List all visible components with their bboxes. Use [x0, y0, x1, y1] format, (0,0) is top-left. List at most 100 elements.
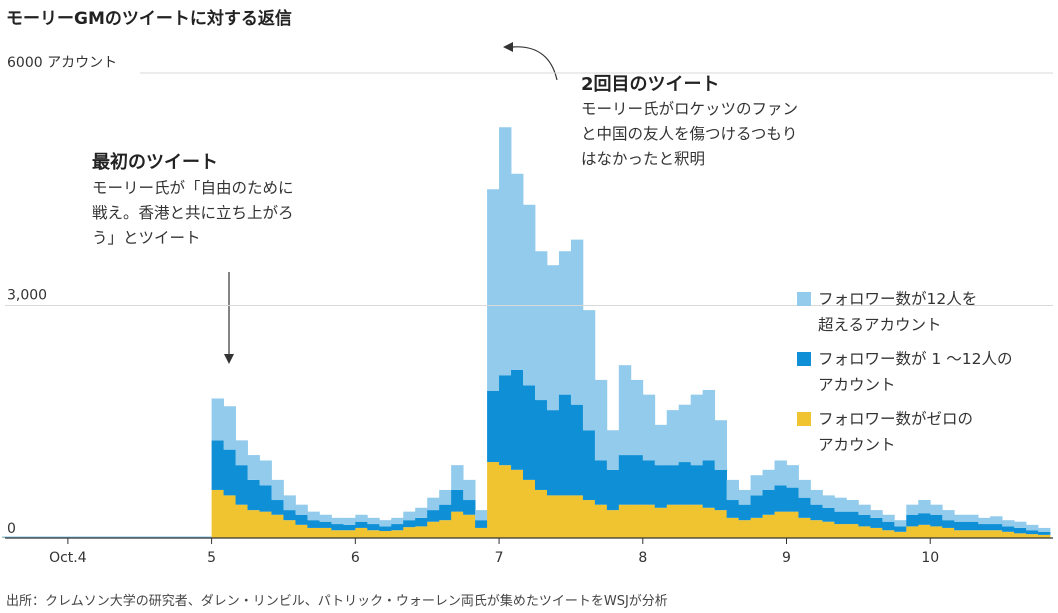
bar-segment	[750, 475, 763, 496]
bar-segment	[738, 504, 751, 521]
bar-segment	[523, 385, 536, 480]
bar-segment	[403, 520, 416, 528]
bar-segment	[726, 479, 739, 501]
bar-segment	[690, 465, 704, 505]
bar-segment	[714, 469, 728, 511]
bar-segment	[906, 526, 919, 538]
bar-segment	[618, 365, 632, 456]
bar-segment	[774, 511, 787, 538]
bar-segment	[367, 517, 380, 525]
x-tick-label: 5	[207, 550, 216, 566]
bar-segment	[606, 510, 620, 538]
bar-segment	[630, 455, 644, 505]
legend-swatch	[797, 412, 811, 426]
bar-segment	[558, 394, 572, 496]
bar-segment	[978, 517, 991, 525]
bar-segment	[463, 479, 476, 501]
source-note: 出所：クレムソン大学の研究者、ダレン・リンビル、パトリック・ウォーレン両氏が集め…	[6, 594, 668, 609]
bar-segment	[594, 460, 608, 505]
bar-segment	[427, 510, 440, 522]
bar-segment	[403, 527, 416, 538]
annotation-text: モーリー氏が「自由のために戦え。香港と共に立ち上がろう」とツイート	[92, 179, 294, 247]
bar-segment	[942, 520, 955, 528]
bar-segment	[331, 517, 344, 525]
bar-segment	[307, 520, 320, 528]
bar-segment	[271, 500, 284, 515]
bar-segment	[834, 497, 847, 512]
bar-segment	[582, 310, 596, 431]
plot-area	[2, 127, 1051, 538]
x-tick-label: 10	[921, 550, 939, 566]
bar-segment	[582, 430, 596, 501]
bar-segment	[618, 455, 632, 505]
bar-segment	[762, 514, 775, 538]
x-tick-label: 8	[638, 550, 647, 566]
bar-segment	[283, 510, 296, 521]
bar-segment	[271, 479, 284, 501]
bar-segment	[678, 462, 692, 505]
bar-segment	[654, 424, 668, 466]
bar-segment	[930, 514, 943, 527]
bar-segment	[822, 521, 835, 538]
bar-segment	[546, 265, 560, 411]
bar-segment	[714, 420, 728, 470]
bar-segment	[235, 465, 248, 505]
bar-segment	[942, 527, 955, 538]
bar-segment	[666, 504, 680, 538]
bar-segment	[630, 379, 644, 456]
bar-segment	[954, 530, 967, 538]
bar-segment	[343, 524, 356, 531]
bar-segment	[475, 510, 488, 521]
bar-segment	[546, 495, 560, 538]
bar-segment	[666, 410, 680, 466]
bar-segment	[415, 526, 428, 538]
bar-segment	[654, 507, 668, 538]
bar-segment	[451, 465, 464, 490]
bar-segment	[211, 440, 224, 490]
bar-segment	[726, 517, 739, 538]
bar-segment	[714, 510, 728, 538]
bar-segment	[654, 465, 668, 508]
bar-segment	[594, 379, 608, 461]
bar-segment	[319, 514, 332, 522]
bar-segment	[523, 479, 536, 538]
bar-segment	[978, 524, 991, 531]
bar-segment	[858, 526, 871, 538]
bar-segment	[427, 497, 440, 511]
bar-segment	[1026, 534, 1039, 538]
bar-segment	[379, 526, 392, 532]
bar-segment	[247, 510, 260, 538]
bar-segment	[331, 530, 344, 538]
y-tick-label: 6000 アカウント	[7, 55, 117, 71]
bar-segment	[1026, 524, 1039, 531]
bar-segment	[391, 517, 404, 525]
annotation-arrow	[224, 42, 558, 364]
bar-segment	[870, 527, 883, 538]
bar-segment	[798, 479, 811, 498]
bar-segment	[906, 504, 919, 515]
bar-segment	[810, 504, 823, 521]
bar-segment	[211, 489, 224, 538]
bar-segment	[475, 520, 488, 528]
bar-segment	[846, 500, 859, 512]
bar-segment	[678, 504, 692, 538]
bar-segment	[511, 369, 524, 470]
bar-segment	[1014, 527, 1027, 534]
bar-segment	[570, 495, 584, 538]
bar-segment	[642, 394, 656, 461]
bar-segment	[582, 500, 596, 538]
bar-segment	[882, 530, 895, 538]
bar-segment	[475, 527, 488, 538]
x-tick-label: 9	[782, 550, 791, 566]
bar-segment	[511, 469, 524, 538]
bar-segment	[534, 251, 548, 401]
bar-segment	[379, 520, 392, 527]
bar-segment	[1038, 531, 1051, 535]
x-tick-label: 6	[351, 550, 360, 566]
bar-segment	[570, 404, 584, 496]
bar-segment	[798, 497, 811, 518]
bar-segment	[283, 520, 296, 538]
bar-segment	[786, 511, 799, 538]
bar-segment	[894, 520, 907, 527]
bar-segment	[451, 489, 464, 512]
